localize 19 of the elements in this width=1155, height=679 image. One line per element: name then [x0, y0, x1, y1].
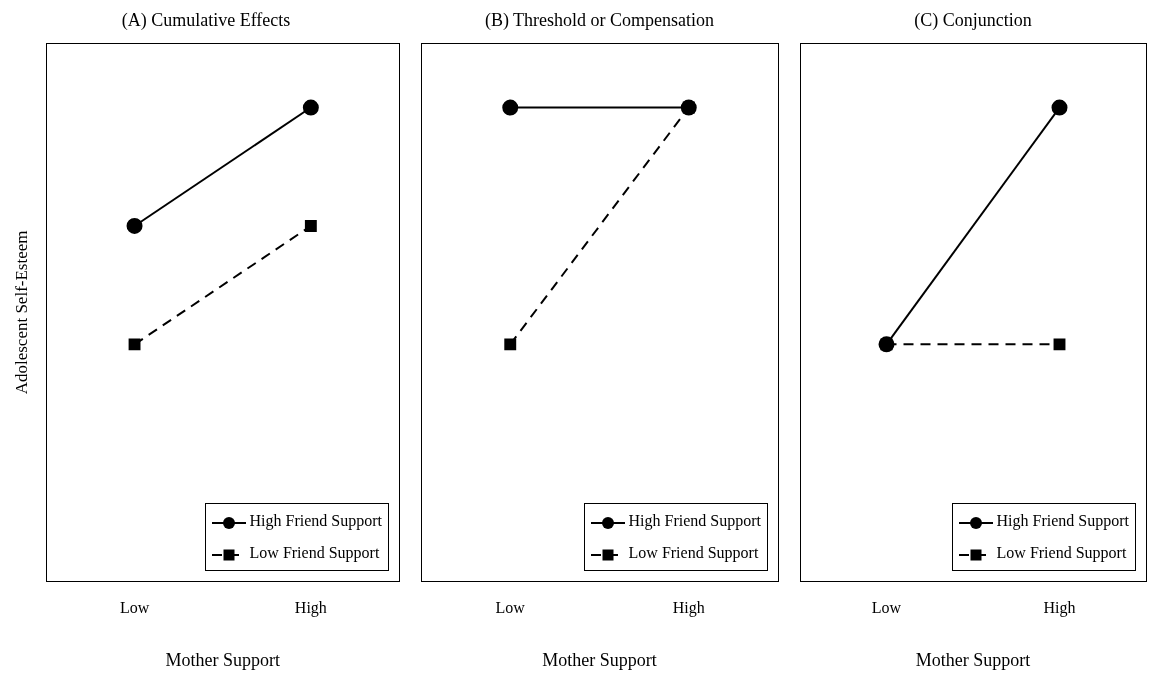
- x-tick-label: Low: [119, 599, 150, 616]
- legend-label: Low Friend Support: [249, 544, 380, 562]
- chart-title: (A) Cumulative Effects: [121, 9, 291, 31]
- legend-label: Low Friend Support: [628, 544, 759, 562]
- legend-label: High Friend Support: [996, 512, 1129, 530]
- x-axis-title: Mother Support: [915, 649, 1031, 670]
- x-axis-title: Mother Support: [165, 649, 280, 670]
- x-axis-title: Mother Support: [542, 649, 657, 670]
- legend-label: High Friend Support: [628, 512, 761, 530]
- legend-label: High Friend Support: [249, 512, 382, 530]
- x-tick-label: High: [294, 599, 327, 617]
- x-tick-label: Low: [495, 599, 526, 616]
- x-tick-label: High: [1043, 599, 1076, 617]
- x-tick-label: Low: [871, 599, 902, 616]
- chart-title: (C) Conjunction: [914, 9, 1032, 31]
- y-axis-title: Adolescent Self-Esteem: [11, 230, 31, 395]
- x-tick-label: High: [672, 599, 705, 617]
- chart-title: (B) Threshold or Compensation: [484, 9, 715, 31]
- legend-label: Low Friend Support: [996, 544, 1127, 562]
